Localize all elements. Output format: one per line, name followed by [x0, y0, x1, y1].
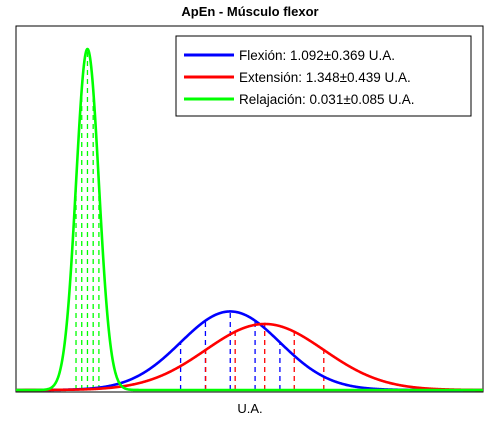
curve-extension — [15, 322, 484, 392]
legend-entry-1: Extensión: 1.348±0.439 U.A. — [184, 70, 411, 85]
legend-label-extension: Extensión: 1.348±0.439 U.A. — [239, 70, 411, 85]
legend: Flexión: 1.092±0.369 U.A. Extensión: 1.3… — [175, 35, 472, 117]
legend-entry-2: Relajación: 0.031±0.085 U.A. — [184, 92, 415, 107]
legend-label-flexion: Flexión: 1.092±0.369 U.A. — [239, 48, 395, 63]
plot-marks — [15, 47, 484, 392]
chart-title: ApEn - Músculo flexor — [181, 4, 318, 19]
x-axis-label: U.A. — [237, 401, 262, 416]
legend-label-relajacion: Relajación: 0.031±0.085 U.A. — [239, 92, 415, 107]
legend-entry-0: Flexión: 1.092±0.369 U.A. — [184, 48, 395, 63]
curve-relajacion — [15, 47, 484, 392]
